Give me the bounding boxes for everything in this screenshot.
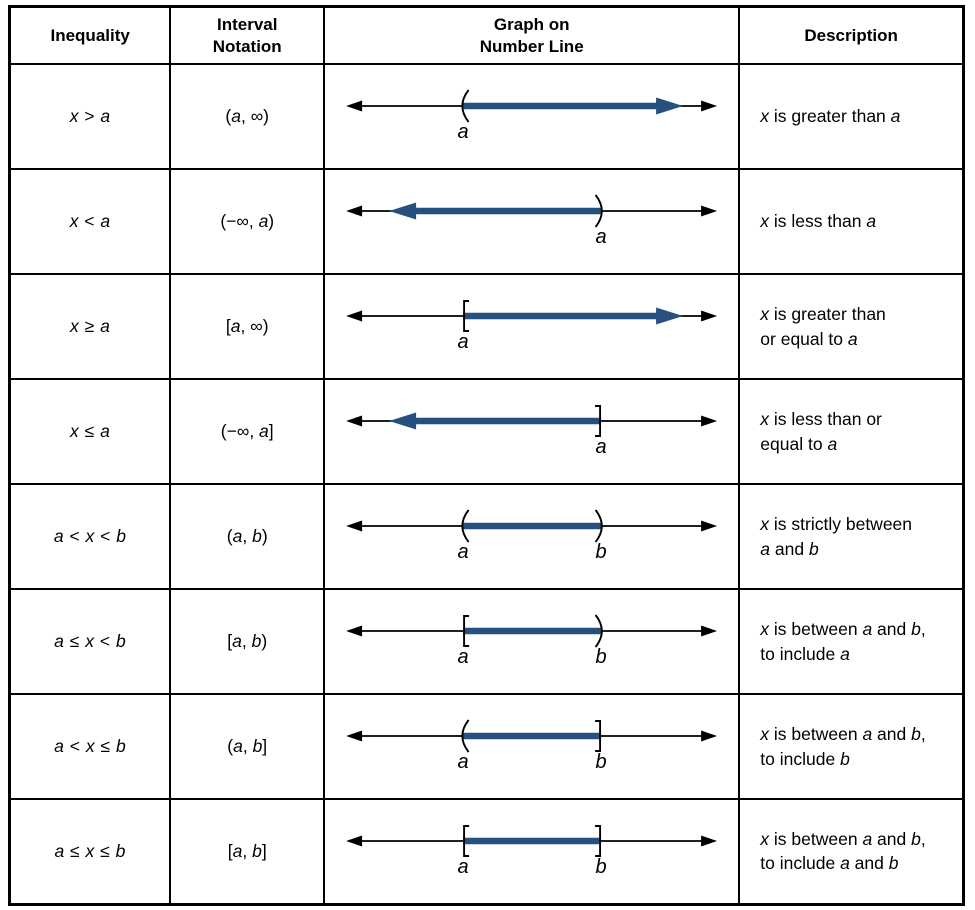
interval-notation-table: Inequality Interval Notation Graph on Nu… — [8, 5, 965, 906]
description-cell: x is between a and b, to include b — [738, 693, 965, 800]
left-arrowhead — [346, 310, 363, 322]
description-cell: x is between a and b, to include a and b — [738, 798, 965, 905]
inequality-cell: a < x < b — [8, 483, 172, 590]
endpoint-label: b — [596, 541, 607, 563]
interval-cell: (a, b] — [169, 693, 326, 800]
endpoint-mark — [463, 615, 470, 647]
table-row: x ≤ a (−∞, a] a x is less than or equal … — [8, 378, 965, 485]
interval-cell: (−∞, a) — [169, 168, 326, 275]
endpoint-label: b — [596, 646, 607, 668]
endpoint-label: a — [596, 436, 607, 458]
number-line-graph: a — [323, 378, 741, 485]
endpoint-mark — [595, 405, 602, 437]
endpoint-label: a — [458, 541, 469, 563]
left-arrowhead — [346, 205, 363, 217]
segment-arrowhead — [656, 307, 684, 325]
description-cell: x is between a and b, to include a — [738, 588, 965, 695]
header-inequality: Inequality — [8, 5, 172, 65]
left-arrowhead — [346, 520, 363, 532]
header-description: Description — [738, 5, 965, 65]
inequality-cell: x > a — [8, 63, 172, 170]
inequality-cell: x < a — [8, 168, 172, 275]
left-arrowhead — [346, 835, 363, 847]
right-arrowhead — [701, 730, 718, 742]
segment-arrowhead — [389, 412, 417, 430]
endpoint-label: b — [596, 751, 607, 773]
number-line-svg: a — [346, 89, 718, 143]
number-line-svg: a — [346, 405, 718, 458]
endpoint-mark — [595, 824, 602, 857]
interval-cell: [a, b] — [169, 798, 326, 905]
description-cell: x is less than a — [738, 168, 965, 275]
right-arrowhead — [701, 310, 718, 322]
interval-cell: (a, b) — [169, 483, 326, 590]
inequality-cell: a < x ≤ b — [8, 693, 172, 800]
right-arrowhead — [701, 520, 718, 532]
endpoint-label: a — [458, 646, 469, 668]
endpoint-mark — [461, 89, 470, 123]
endpoint-label: a — [596, 226, 607, 248]
endpoint-label: a — [458, 331, 469, 353]
table-row: x < a (−∞, a) a x is less than a — [8, 168, 965, 275]
header-row: Inequality Interval Notation Graph on Nu… — [8, 5, 965, 65]
interval-cell: (a, ∞) — [169, 63, 326, 170]
number-line-graph: a — [323, 63, 741, 170]
segment-arrowhead — [389, 202, 417, 220]
header-interval-notation: Interval Notation — [169, 5, 326, 65]
interval-cell: [a, ∞) — [169, 273, 326, 380]
description-cell: x is greater than or equal to a — [738, 273, 965, 380]
endpoint-mark — [461, 509, 470, 543]
endpoint-label: a — [458, 751, 469, 773]
right-arrowhead — [701, 205, 718, 217]
interval-cell: (−∞, a] — [169, 378, 326, 485]
endpoint-label: b — [596, 856, 607, 878]
right-arrowhead — [701, 415, 718, 427]
endpoint-mark — [463, 300, 470, 332]
description-cell: x is greater than a — [738, 63, 965, 170]
description-cell: x is strictly between a and b — [738, 483, 965, 590]
inequality-cell: x ≤ a — [8, 378, 172, 485]
inequality-cell: a ≤ x ≤ b — [8, 798, 172, 905]
right-arrowhead — [701, 625, 718, 637]
endpoint-mark — [463, 824, 470, 857]
description-cell: x is less than or equal to a — [738, 378, 965, 485]
number-line-svg: a — [346, 300, 718, 353]
inequality-cell: a ≤ x < b — [8, 588, 172, 695]
endpoint-mark — [594, 614, 603, 648]
endpoint-mark — [594, 509, 603, 543]
endpoint-label: a — [458, 856, 469, 878]
header-graph-on-number-line: Graph on Number Line — [323, 5, 741, 65]
segment-arrowhead — [656, 97, 684, 115]
number-line-graph: a — [323, 273, 741, 380]
number-line-graph: a — [323, 168, 741, 275]
left-arrowhead — [346, 415, 363, 427]
table-row: x ≥ a [a, ∞) a x is greater than or equa… — [8, 273, 965, 380]
right-arrowhead — [701, 835, 718, 847]
right-arrowhead — [701, 100, 718, 112]
left-arrowhead — [346, 730, 363, 742]
inequality-cell: x ≥ a — [8, 273, 172, 380]
endpoint-mark — [595, 720, 602, 752]
number-line-svg: a — [346, 194, 718, 248]
interval-cell: [a, b) — [169, 588, 326, 695]
endpoint-mark — [594, 194, 603, 228]
endpoint-label: a — [458, 121, 469, 143]
left-arrowhead — [346, 100, 363, 112]
left-arrowhead — [346, 625, 363, 637]
table-row: x > a (a, ∞) a x is greater than a — [8, 63, 965, 170]
endpoint-mark — [461, 719, 470, 753]
